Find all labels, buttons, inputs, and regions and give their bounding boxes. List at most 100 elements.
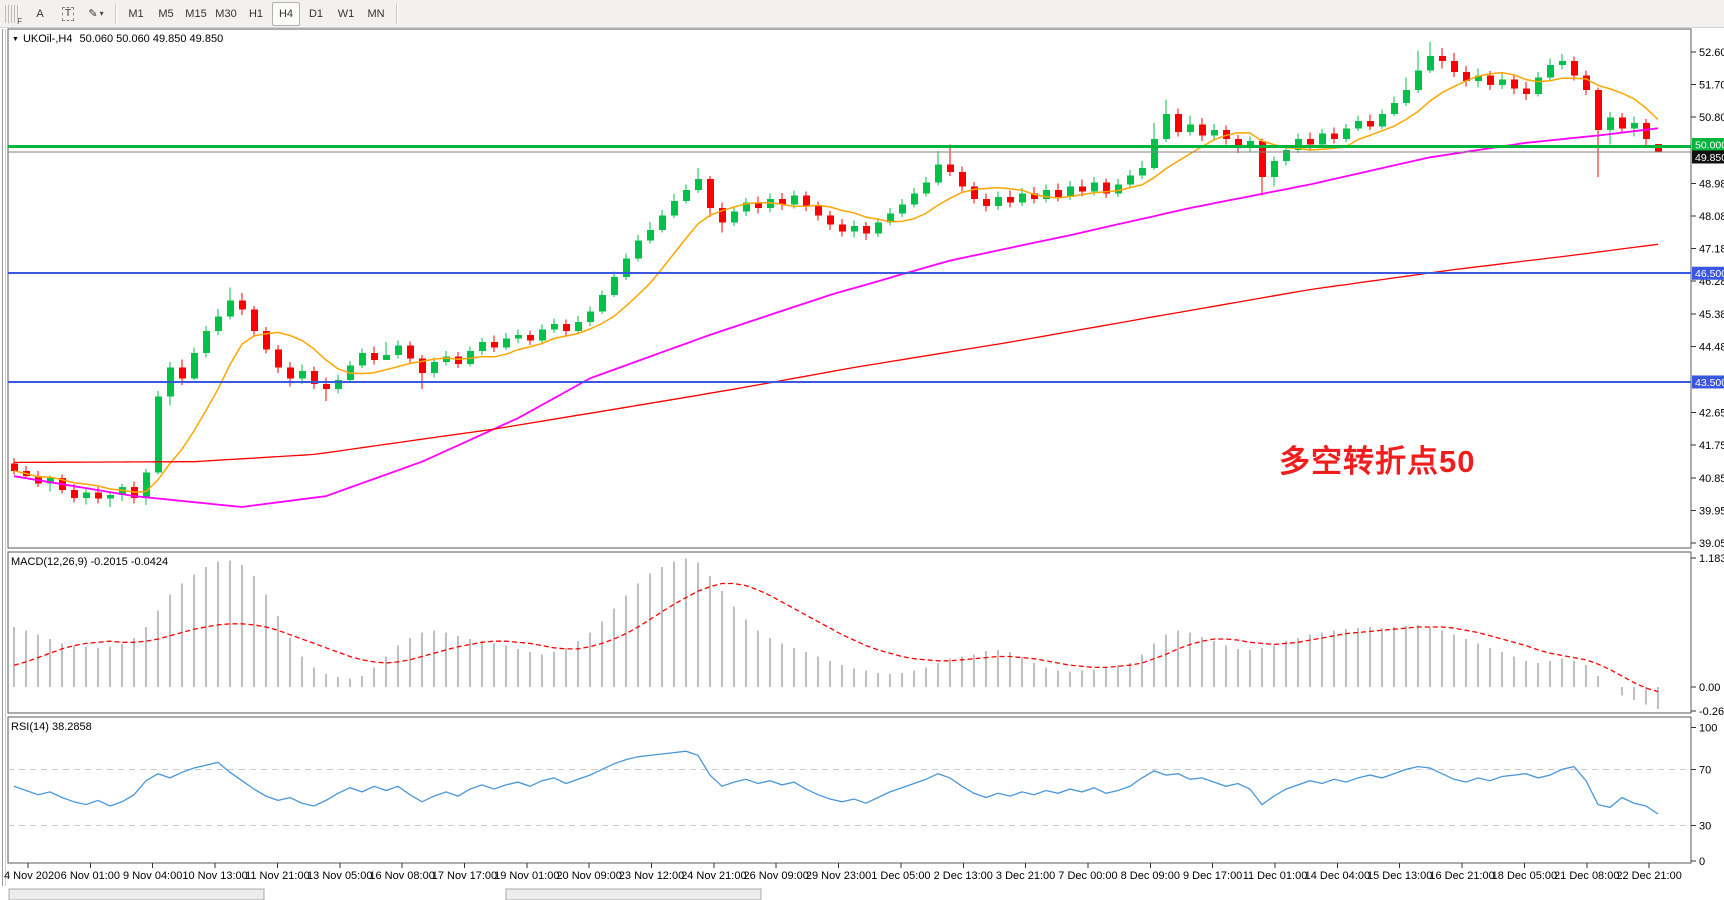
candle-body <box>1499 79 1506 85</box>
candle-body <box>503 338 510 348</box>
time-axis-label: 15 Dec 13:00 <box>1367 870 1432 882</box>
candle-body <box>1031 193 1038 199</box>
candle-body <box>47 478 54 484</box>
price-label-box <box>1692 266 1724 280</box>
price-label-text: 43.500 <box>1695 377 1724 389</box>
timeframe-button-m30[interactable]: M30 <box>215 7 237 20</box>
panel-frames <box>2 28 1692 886</box>
candle-body <box>1367 121 1374 127</box>
timeframe-button-h4[interactable]: H4 <box>272 1 300 26</box>
macd-axis-label: 0.00 <box>1699 682 1720 694</box>
candle-body <box>1439 55 1446 62</box>
candle-body <box>1523 88 1530 94</box>
candle-body <box>1463 72 1470 82</box>
time-axis-label: 2 Dec 13:00 <box>934 870 993 882</box>
timeframe-button-m15[interactable]: M15 <box>185 7 207 20</box>
time-axis-label: 8 Dec 09:00 <box>1121 870 1180 882</box>
candle-body <box>143 472 150 498</box>
candle-body <box>443 356 450 363</box>
candle-body <box>107 495 114 499</box>
candle-body <box>767 198 774 209</box>
candle-body <box>1067 186 1074 198</box>
price-label-box <box>1692 138 1724 151</box>
cursor-tool-button[interactable]: A <box>27 2 53 26</box>
price-label-text: 50.000 <box>1695 140 1724 152</box>
time-axis-label: 24 Nov 21:00 <box>681 870 746 882</box>
candle-body <box>1487 75 1494 85</box>
candle-body <box>731 211 738 223</box>
candle-body <box>1151 139 1158 169</box>
timeframe-button-m5[interactable]: M5 <box>158 7 174 20</box>
candle-body <box>995 197 1002 207</box>
timeframe-button-mn[interactable]: MN <box>367 7 385 20</box>
text-tool-button[interactable]: T <box>55 2 81 26</box>
candle-body <box>755 202 762 209</box>
candle-body <box>1295 139 1302 151</box>
candle-body <box>1127 175 1134 185</box>
timeframe-button-m1[interactable]: M1 <box>128 7 144 20</box>
candle-body <box>707 179 714 209</box>
candle-body <box>971 186 978 199</box>
timeframe-button-d1[interactable]: D1 <box>308 7 324 20</box>
bottom-tab[interactable] <box>505 888 762 900</box>
price-tick-label: 41.755 <box>1699 440 1724 452</box>
candle-body <box>263 331 270 350</box>
candle-body <box>83 492 90 498</box>
candle-body <box>11 463 18 471</box>
candle-body <box>1619 117 1626 129</box>
candle-body <box>1163 113 1170 140</box>
candle-body <box>1643 122 1650 140</box>
timeframe-button-h1[interactable]: H1 <box>248 7 264 20</box>
price-tick-label: 48.980 <box>1699 178 1724 190</box>
price-tick-label: 39.055 <box>1699 538 1724 550</box>
candle-body <box>539 329 546 341</box>
draw-tool-button[interactable]: ✎ ▾ <box>83 2 109 26</box>
candle-body <box>611 276 618 295</box>
price-tick-label: 42.655 <box>1699 408 1724 420</box>
candle-body <box>575 322 582 332</box>
candle-body <box>563 323 570 332</box>
candle-body <box>251 309 258 332</box>
candle-body <box>1451 61 1458 73</box>
candle-body <box>1175 113 1182 132</box>
candle-body <box>1211 130 1218 136</box>
candle-body <box>1583 75 1590 91</box>
candle-body <box>1415 70 1422 91</box>
candle-body <box>287 367 294 379</box>
macd-panel: 1.1836 0.00 -0.2675 <box>13 553 1724 718</box>
candle-body <box>1571 61 1578 76</box>
cursor-tool-label: A <box>36 7 44 20</box>
time-axis-label: 23 Nov 12:00 <box>619 870 684 882</box>
time-axis-label: 3 Dec 21:00 <box>996 870 1055 882</box>
timeframe-button-w1[interactable]: W1 <box>337 7 355 20</box>
price-tick-label: 44.480 <box>1699 341 1724 353</box>
candle-body <box>683 189 690 201</box>
candle-body <box>1199 124 1206 136</box>
candle-body <box>1019 193 1026 203</box>
horizontal-price-lines[interactable] <box>8 144 1691 383</box>
bottom-tab-strip[interactable] <box>8 888 762 900</box>
candle-body <box>71 489 78 498</box>
candle-body <box>1259 140 1266 178</box>
chevron-down-icon: ▾ <box>99 9 104 18</box>
toolbar: F A T ✎ ▾ M1 M5 M15 M30 H1 H4 D1 W1 MN <box>0 0 1724 28</box>
price-label-text: 46.500 <box>1695 268 1724 280</box>
bottom-tab[interactable] <box>8 888 265 900</box>
candle-body <box>1139 168 1146 176</box>
ma-mid-magenta-line <box>13 127 1659 508</box>
candle-body <box>1331 133 1338 140</box>
candle-body <box>623 258 630 277</box>
candle-body <box>407 345 414 359</box>
time-axis-label: 10 Nov 13:00 <box>182 870 247 882</box>
candle-body <box>1511 79 1518 89</box>
price-axis[interactable]: 52.60551.70550.80548.98048.08047.18046.2… <box>1691 47 1724 550</box>
candle-body <box>227 300 234 317</box>
candle-body <box>371 352 378 361</box>
toolbar-drag-handle-icon[interactable]: F <box>5 4 22 26</box>
time-axis[interactable]: 4 Nov 2020 6 Nov 01:00 9 Nov 04:00 10 Nov 1… <box>4 863 1682 882</box>
time-axis-label: 1 Dec 05:00 <box>871 870 930 882</box>
timeframe-button-group: M1 M5 M15 M30 H1 H4 D1 W1 MN <box>121 1 391 26</box>
candle-body <box>635 240 642 259</box>
candle-body <box>455 356 462 364</box>
